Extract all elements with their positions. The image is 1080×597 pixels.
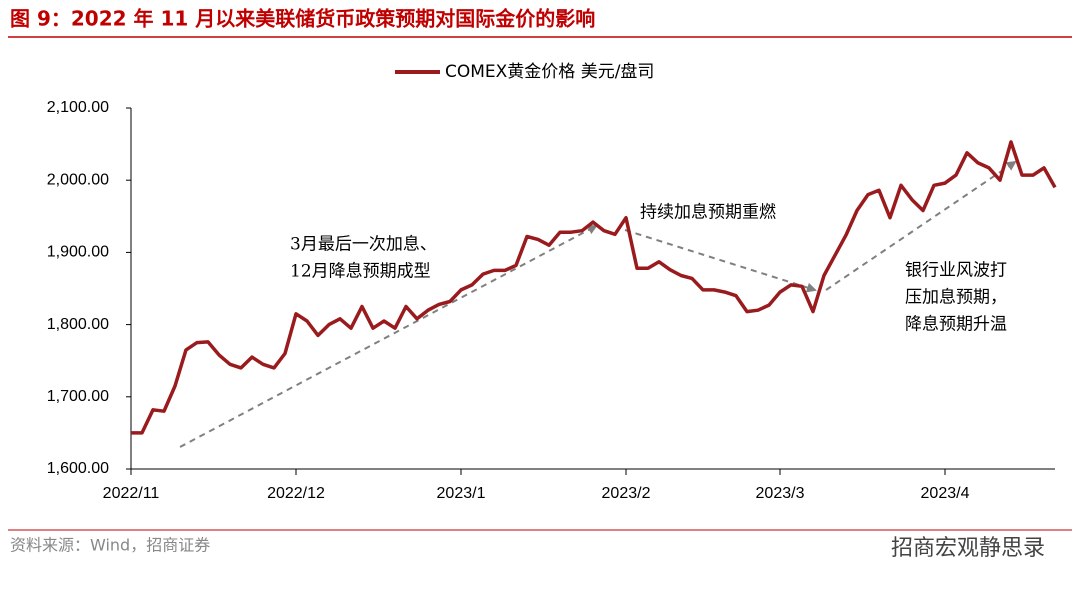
x-tick-label: 2022/12 — [267, 485, 325, 502]
y-tick-label: 1,900.00 — [47, 244, 109, 261]
annotation: 3月最后一次加息、 — [290, 235, 437, 255]
x-tick-label: 2022/11 — [103, 485, 160, 502]
trend-arrow — [825, 160, 1017, 291]
source: 资料来源：Wind，招商证券 — [10, 536, 210, 555]
chart-title: 图 9：2022 年 11 月以来美联储货币政策预期对国际金价的影响 — [10, 7, 595, 31]
watermark: 招商宏观静思录 — [891, 536, 1045, 561]
annotation: 银行业风波打 — [905, 261, 1007, 281]
y-tick-label: 1,700.00 — [47, 388, 109, 405]
trend-arrow — [624, 229, 817, 293]
x-tick-label: 2023/1 — [437, 485, 486, 502]
y-tick-label: 2,000.00 — [47, 171, 109, 188]
annotation: 压加息预期， — [905, 288, 1007, 308]
x-tick-label: 2023/2 — [602, 485, 651, 502]
annotation: 12月降息预期成型 — [290, 262, 431, 282]
y-tick-label: 2,100.00 — [47, 99, 109, 116]
trend-arrow — [179, 225, 598, 448]
series-line — [131, 140, 1057, 435]
x-tick-label: 2023/4 — [921, 485, 970, 502]
y-tick-label: 1,800.00 — [47, 316, 109, 333]
x-tick-label: 2023/3 — [756, 485, 805, 502]
y-tick-label: 1,600.00 — [47, 460, 109, 477]
annotation: 降息预期升温 — [905, 315, 1007, 335]
annotation: 持续加息预期重燃 — [640, 203, 776, 223]
legend-label: COMEX黄金价格 美元/盘司 — [445, 62, 654, 82]
